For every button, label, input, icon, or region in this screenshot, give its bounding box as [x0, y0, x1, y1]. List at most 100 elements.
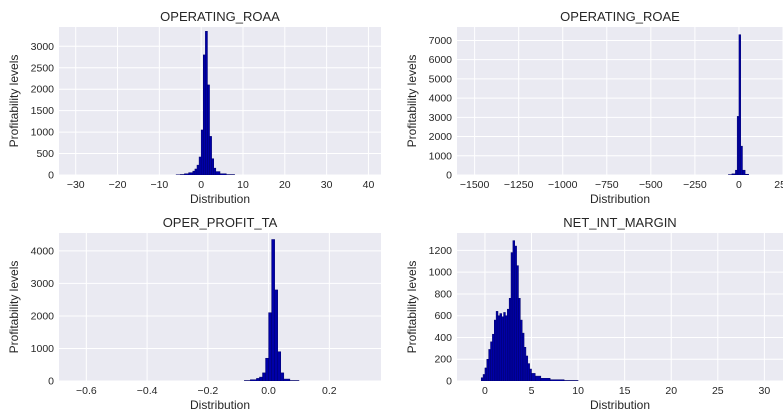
- operating-roae-plot-area: [457, 27, 783, 175]
- net-int-margin-x-tick-label: 5: [529, 385, 535, 397]
- operating-roae-bar: [731, 173, 736, 175]
- operating-roaa-title: OPERATING_ROAA: [160, 9, 280, 24]
- operating-roae-x-tick-label: −250: [683, 179, 707, 191]
- oper-profit-ta-bar: [250, 379, 257, 381]
- oper-profit-ta-x-tick-label: −0.2: [197, 385, 218, 397]
- oper-profit-ta-title: OPER_PROFIT_TA: [163, 215, 278, 230]
- operating-roae-x-tick-label: −1250: [504, 179, 534, 191]
- operating-roaa-y-axis-label: Profitability levels: [7, 55, 21, 148]
- net-int-margin-bar: [492, 333, 495, 381]
- operating-roae-x-tick-label: −750: [595, 179, 619, 191]
- operating-roaa-bar: [192, 170, 196, 175]
- oper-profit-ta-y-tick-label: 0: [48, 376, 54, 388]
- net-int-margin-x-tick-label: 0: [482, 385, 488, 397]
- operating-roaa-bar: [188, 172, 194, 175]
- net-int-margin-x-tick-label: 30: [759, 385, 771, 397]
- net-int-margin-y-tick-label: 200: [434, 354, 452, 366]
- operating-roaa-y-tick-label: 0: [48, 170, 54, 182]
- operating-roaa-bar: [211, 158, 214, 175]
- operating-roae-bar: [744, 173, 749, 175]
- net-int-margin-bar: [486, 358, 489, 381]
- net-int-margin-y-tick-label: 1200: [429, 245, 453, 257]
- oper-profit-ta-bar: [283, 378, 291, 381]
- oper-profit-ta-y-tick-label: 2000: [31, 310, 55, 322]
- net-int-margin-x-tick-label: 10: [572, 385, 584, 397]
- operating-roaa-bar: [207, 84, 210, 175]
- operating-roaa-bar: [184, 173, 189, 175]
- net-int-margin-bar: [503, 312, 506, 381]
- net-int-margin-y-axis-label: Profitability levels: [405, 261, 419, 354]
- operating-roaa-x-tick-label: 30: [321, 179, 333, 191]
- operating-roaa-y-tick-label: 1500: [31, 105, 55, 117]
- operating-roaa-y-tick-label: 1000: [31, 127, 55, 139]
- operating-roae-x-axis-label: Distribution: [590, 192, 650, 206]
- operating-roae-x-tick-label: 0: [736, 179, 742, 191]
- operating-roaa-bar: [196, 164, 200, 175]
- net-int-margin-bar: [540, 378, 551, 381]
- net-int-margin-bar: [508, 298, 512, 381]
- net-int-margin-x-axis-label: Distribution: [590, 398, 650, 412]
- operating-roaa-bar: [209, 136, 212, 175]
- oper-profit-ta-y-tick-label: 4000: [31, 245, 55, 257]
- oper-profit-ta-bar: [277, 351, 282, 381]
- net-int-margin-bar: [516, 265, 519, 381]
- operating-roaa-y-tick-label: 500: [36, 148, 54, 160]
- net-int-margin-bar: [490, 341, 493, 381]
- operating-roaa-bar: [205, 31, 208, 175]
- net-int-margin-bar: [529, 368, 532, 381]
- operating-roaa-bar: [194, 168, 198, 175]
- net-int-margin-x-tick-label: 20: [665, 385, 677, 397]
- net-int-margin-bar: [507, 308, 510, 381]
- operating-roaa-bar: [198, 156, 202, 175]
- operating-roaa-x-tick-label: 40: [363, 179, 375, 191]
- net-int-margin-y-tick-label: 600: [434, 310, 452, 322]
- operating-roaa-bar: [203, 54, 206, 175]
- oper-profit-ta-bar: [262, 372, 266, 381]
- oper-profit-ta-bar: [268, 312, 272, 381]
- operating-roae-title: OPERATING_ROAE: [560, 9, 680, 24]
- operating-roae-y-tick-label: 5000: [429, 73, 453, 85]
- operating-roaa-bar: [219, 173, 227, 175]
- net-int-margin-bar: [482, 374, 486, 381]
- net-int-margin-bar: [531, 373, 536, 381]
- operating-roae-bar: [736, 116, 740, 175]
- operating-roae-y-tick-label: 1000: [429, 150, 453, 162]
- net-int-margin-bar: [549, 379, 565, 381]
- net-int-margin-panel: 0 5 10 15 20 25 30 0 200 400 600 800 1000 1200 NET_INT…: [405, 215, 783, 412]
- operating-roae-y-tick-label: 2000: [429, 131, 453, 143]
- operating-roaa-x-tick-label: −30: [67, 179, 85, 191]
- operating-roae-y-axis-label: Profitability levels: [405, 55, 419, 148]
- operating-roaa-y-tick-label: 3000: [31, 41, 55, 53]
- net-int-margin-y-tick-label: 1000: [429, 267, 453, 279]
- net-int-margin-bar: [521, 332, 525, 381]
- net-int-margin-bar: [523, 347, 527, 381]
- net-int-margin-bar: [505, 315, 508, 381]
- oper-profit-ta-bar: [280, 372, 285, 381]
- oper-profit-ta-bar: [256, 378, 260, 381]
- net-int-margin-bar: [480, 377, 484, 381]
- net-int-margin-bar: [488, 349, 491, 381]
- net-int-margin-bar: [484, 367, 488, 381]
- oper-profit-ta-bar: [265, 357, 269, 381]
- oper-profit-ta-y-tick-label: 1000: [31, 343, 55, 355]
- net-int-margin-title: NET_INT_MARGIN: [563, 215, 676, 230]
- net-int-margin-bar: [534, 375, 542, 381]
- operating-roaa-panel: −30 −20 −10 0 10 20 30 40 0 500 1000 1500 2000 2500 30…: [7, 9, 381, 206]
- operating-roaa-x-tick-label: −20: [109, 179, 127, 191]
- oper-profit-ta-x-tick-label: 0.2: [322, 385, 337, 397]
- oper-profit-ta-panel: −0.6 −0.4 −0.2 0.0 0.2 0 1000 2000 3000 4000 OPER_…: [7, 215, 381, 412]
- oper-profit-ta-bar: [274, 289, 278, 381]
- operating-roaa-x-tick-label: 0: [198, 179, 204, 191]
- operating-roaa-plot-area: [59, 27, 381, 175]
- net-int-margin-bar: [525, 355, 529, 381]
- net-int-margin-bar: [527, 363, 530, 381]
- net-int-margin-bar: [501, 316, 504, 381]
- net-int-margin-bar: [499, 313, 502, 381]
- net-int-margin-bar: [494, 319, 497, 381]
- operating-roae-y-tick-label: 7000: [429, 35, 453, 47]
- operating-roae-y-tick-label: 0: [446, 170, 452, 182]
- net-int-margin-bar: [497, 315, 501, 381]
- operating-roaa-x-tick-label: −10: [150, 179, 168, 191]
- operating-roae-y-tick-label: 3000: [429, 112, 453, 124]
